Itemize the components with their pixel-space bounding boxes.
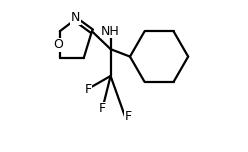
Text: NH: NH	[101, 25, 120, 38]
Text: O: O	[53, 38, 63, 51]
Text: N: N	[71, 11, 80, 24]
Text: F: F	[85, 83, 92, 96]
Text: F: F	[99, 102, 106, 115]
Text: F: F	[125, 110, 132, 123]
Text: NH: NH	[101, 25, 120, 38]
